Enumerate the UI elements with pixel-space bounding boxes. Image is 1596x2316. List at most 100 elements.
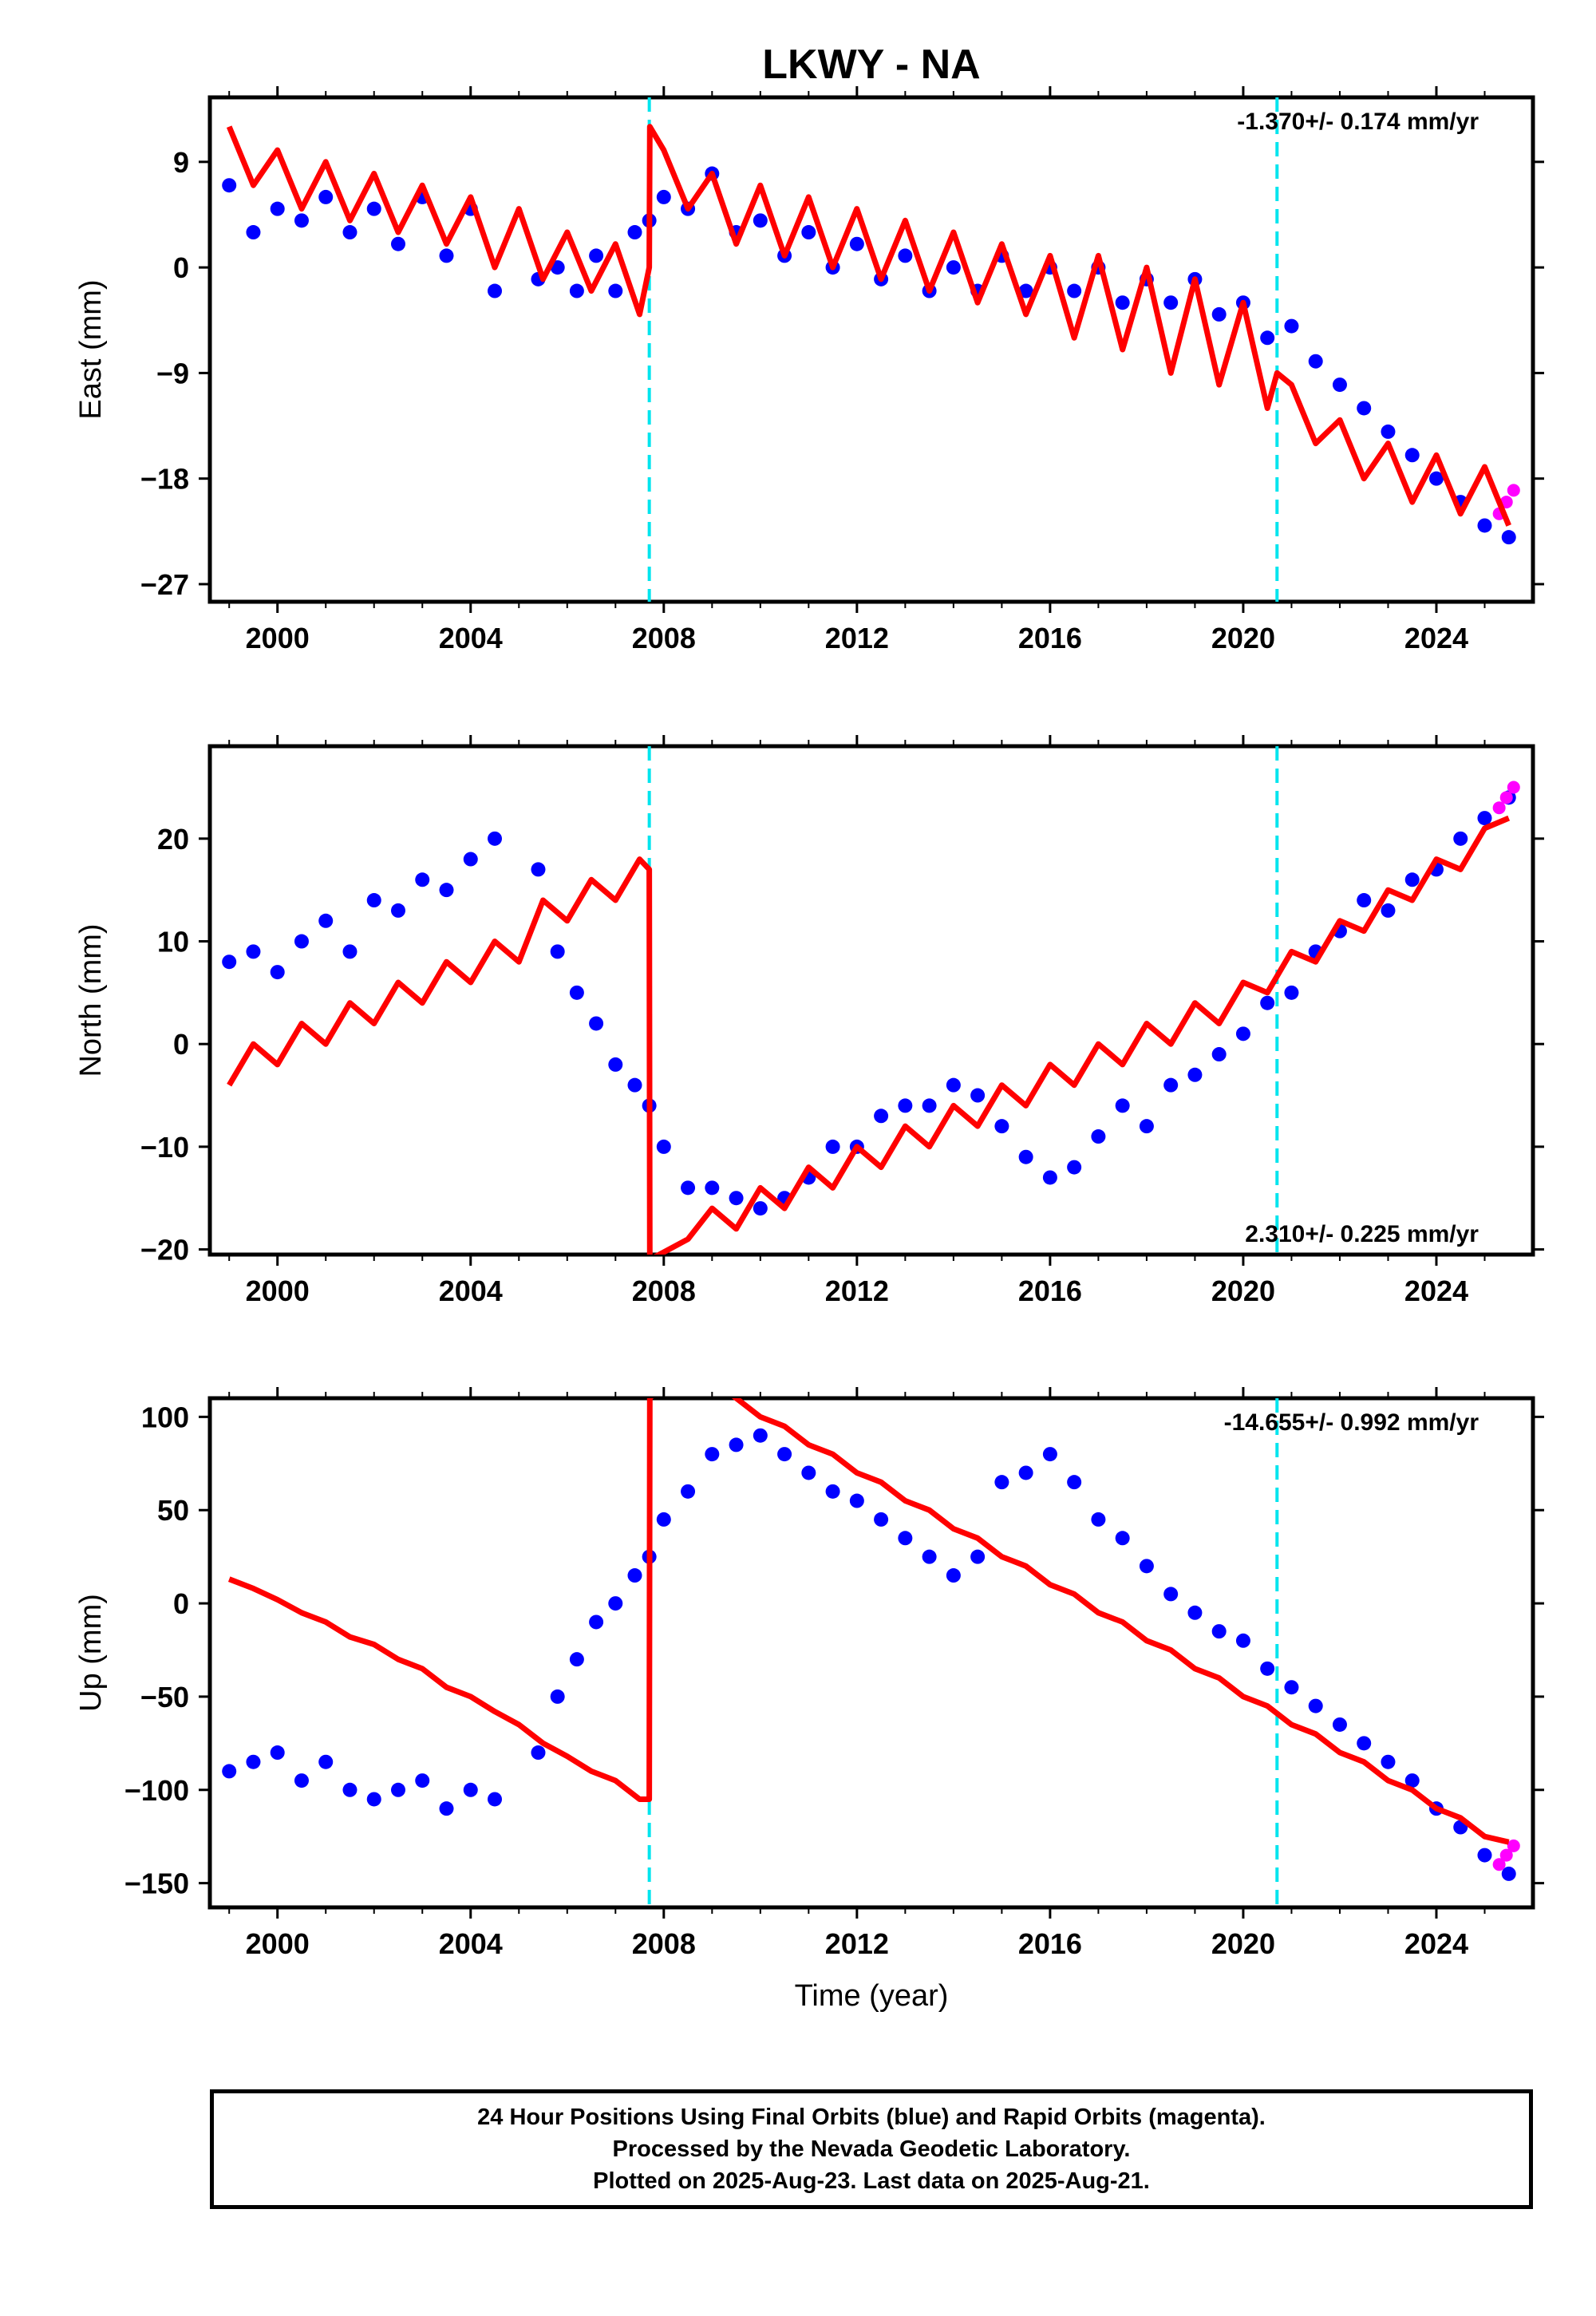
final-orbit-point-north — [589, 1016, 604, 1031]
x-tick-label-north: 2012 — [825, 1275, 889, 1307]
final-orbit-point-north — [1067, 1160, 1082, 1175]
final-orbit-point-east — [1284, 318, 1299, 334]
final-orbit-point-up — [589, 1614, 604, 1630]
x-tick-label-north: 2016 — [1018, 1275, 1082, 1307]
final-orbit-point-up — [569, 1652, 584, 1667]
final-orbit-point-up — [777, 1447, 792, 1462]
x-tick-label-up: 2024 — [1404, 1927, 1468, 1960]
final-orbit-point-up — [488, 1792, 503, 1807]
x-tick-label-up: 2008 — [632, 1927, 696, 1960]
x-tick-label-east: 2016 — [1018, 622, 1082, 654]
panel-up: 2000 2004 2008 2012 2016 2020 2024 −150 −100 −50 0… — [74, 1387, 1544, 1960]
rapid-orbit-point-up — [1507, 1839, 1520, 1852]
final-orbit-point-up — [1139, 1559, 1154, 1574]
x-tick-label-east: 2012 — [825, 622, 889, 654]
final-orbit-point-north — [294, 934, 309, 949]
final-orbit-point-east — [1260, 330, 1275, 346]
x-tick-label-north: 2000 — [246, 1275, 310, 1307]
final-orbit-point-up — [318, 1754, 334, 1769]
x-tick-label-east: 2024 — [1404, 622, 1468, 654]
velocity-label-north: 2.310+/- 0.225 mm/yr — [1245, 1221, 1479, 1247]
final-orbit-point-up — [1115, 1531, 1130, 1546]
final-orbit-point-north — [753, 1201, 768, 1216]
y-tick-label-up: 50 — [157, 1494, 189, 1527]
plot-frame-up — [207, 1396, 1535, 1910]
final-orbit-point-up — [849, 1493, 864, 1508]
final-orbit-point-up — [1067, 1475, 1082, 1490]
final-orbit-point-east — [1211, 306, 1227, 322]
y-tick-label-north: −20 — [140, 1234, 189, 1267]
final-orbit-point-north — [342, 944, 358, 959]
final-orbit-point-up — [1260, 1661, 1275, 1676]
final-orbit-point-up — [681, 1484, 696, 1499]
final-orbit-point-north — [681, 1180, 696, 1196]
final-orbit-point-east — [366, 201, 381, 216]
final-orbit-point-east — [1018, 283, 1033, 298]
final-orbit-point-up — [627, 1568, 642, 1583]
final-orbit-point-north — [970, 1088, 986, 1103]
final-orbit-point-east — [439, 248, 454, 263]
final-orbit-point-up — [801, 1465, 816, 1480]
rapid-orbit-point-up — [1492, 1858, 1506, 1871]
final-orbit-point-north — [531, 862, 546, 877]
final-orbit-point-east — [270, 201, 285, 216]
rapid-orbit-point-north — [1507, 781, 1520, 794]
y-tick-label-up: −150 — [124, 1867, 189, 1900]
final-orbit-point-east — [589, 248, 604, 263]
final-orbit-point-up — [342, 1782, 358, 1797]
final-orbit-point-east — [1477, 518, 1492, 533]
rapid-orbit-point-north — [1499, 791, 1513, 804]
x-tick-label-north: 2020 — [1211, 1275, 1275, 1307]
final-orbit-point-up — [439, 1801, 454, 1816]
final-orbit-point-east — [246, 225, 261, 240]
x-tick-label-up: 2012 — [825, 1927, 889, 1960]
final-orbit-point-east — [1381, 424, 1396, 439]
final-orbit-point-north — [627, 1077, 642, 1093]
final-orbit-point-up — [294, 1773, 309, 1788]
final-orbit-point-up — [705, 1447, 720, 1462]
y-tick-label-north: −10 — [140, 1131, 189, 1164]
rapid-orbit-point-up — [1499, 1848, 1513, 1862]
x-tick-label-east: 2020 — [1211, 622, 1275, 654]
final-orbit-point-north — [874, 1109, 889, 1124]
final-orbit-point-east — [318, 189, 334, 204]
final-orbit-point-up — [1332, 1717, 1347, 1732]
y-tick-label-east: −18 — [140, 463, 189, 496]
y-tick-label-north: 10 — [157, 926, 189, 958]
final-orbit-point-north — [569, 985, 584, 1000]
x-tick-label-north: 2004 — [439, 1275, 503, 1307]
final-orbit-point-up — [1404, 1773, 1420, 1788]
y-tick-label-up: 0 — [173, 1587, 189, 1620]
final-orbit-point-up — [1308, 1698, 1323, 1713]
final-orbit-point-east — [1332, 377, 1347, 393]
final-orbit-point-up — [1163, 1587, 1179, 1602]
final-orbit-point-north — [1453, 831, 1468, 846]
final-orbit-point-up — [463, 1782, 478, 1797]
final-orbit-point-up — [1501, 1866, 1516, 1881]
final-orbit-point-up — [1042, 1447, 1057, 1462]
final-orbit-point-north — [488, 831, 503, 846]
final-orbit-point-north — [222, 954, 237, 970]
final-orbit-point-east — [390, 236, 405, 251]
final-orbit-point-up — [729, 1437, 744, 1452]
plot-area-up — [222, 1398, 1520, 1907]
velocity-label-east: -1.370+/- 0.174 mm/yr — [1237, 109, 1479, 135]
y-tick-label-up: −100 — [124, 1774, 189, 1807]
x-tick-label-up: 2016 — [1018, 1927, 1082, 1960]
final-orbit-point-north — [1115, 1098, 1130, 1113]
panel-east: 2000 2004 2008 2012 2016 2020 2024 −27 −18 −9 0 9 Ea… — [74, 86, 1544, 654]
footer-line-1: 24 Hour Positions Using Final Orbits (bl… — [477, 2105, 1266, 2130]
x-tick-label-up: 2000 — [246, 1927, 310, 1960]
final-orbit-point-up — [1018, 1465, 1033, 1480]
final-orbit-point-up — [531, 1745, 546, 1761]
final-orbit-point-north — [390, 903, 405, 918]
final-orbit-point-north — [922, 1098, 937, 1113]
final-orbit-point-up — [946, 1568, 961, 1583]
final-orbit-point-up — [415, 1773, 430, 1788]
footer-line-2: Processed by the Nevada Geodetic Laborat… — [612, 2136, 1131, 2162]
final-orbit-point-up — [550, 1689, 565, 1704]
final-orbit-point-north — [1163, 1077, 1179, 1093]
final-orbit-point-north — [656, 1139, 671, 1154]
final-orbit-point-east — [1163, 295, 1179, 310]
final-orbit-point-east — [1308, 354, 1323, 369]
